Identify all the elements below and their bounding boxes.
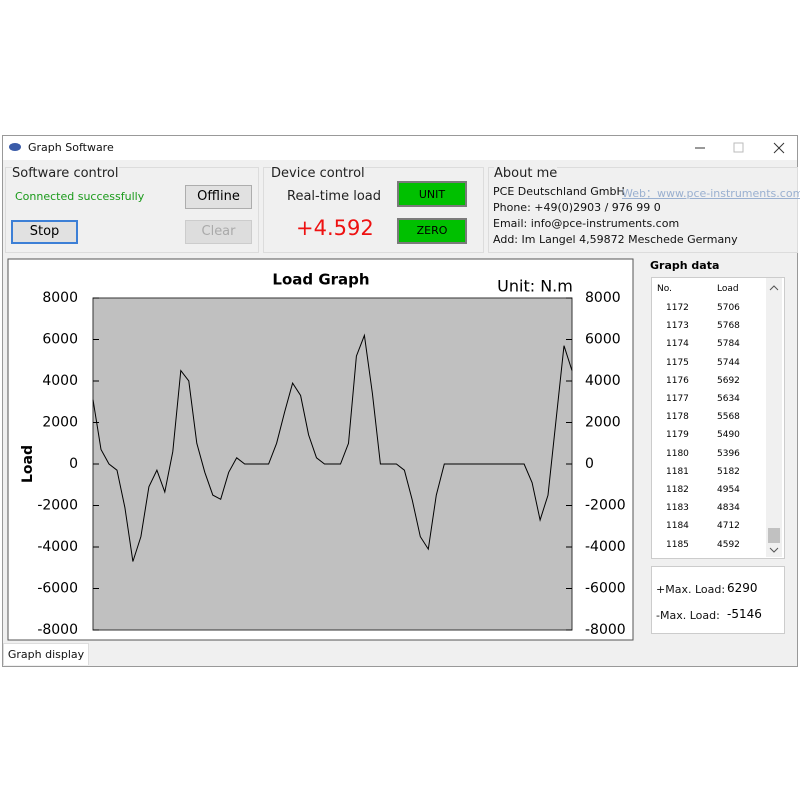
table-cell: 1182 (666, 485, 689, 495)
table-cell: 5744 (717, 357, 740, 368)
data-table[interactable] (651, 277, 785, 559)
line-series (92, 333, 573, 562)
table-cell: 5396 (717, 448, 740, 459)
scroll-thumb[interactable] (768, 528, 780, 543)
max-minus-value: -5146 (727, 607, 762, 621)
y-tick-label: -2000 (37, 498, 78, 514)
table-cell: 1178 (666, 412, 689, 423)
y-tick-label: 0 (69, 456, 78, 472)
table-cell: 4954 (717, 485, 740, 495)
table-cell: 5568 (717, 412, 740, 423)
y-tick-label: -8000 (37, 622, 78, 638)
table-cell: 5634 (717, 394, 740, 404)
unit-button[interactable]: UNIT (397, 181, 467, 207)
column-header: No. (657, 284, 672, 294)
table-cell: 5182 (717, 466, 740, 477)
clear-button[interactable]: Clear (185, 220, 252, 244)
y2-tick-label: -2000 (585, 498, 626, 514)
y-tick-label: -4000 (37, 539, 78, 555)
device-control-group (263, 167, 484, 253)
tab[interactable]: Graph display (3, 643, 89, 665)
window-title: Graph Software (28, 141, 114, 154)
group-title: About me (494, 166, 558, 181)
window-controls[interactable] (690, 140, 790, 156)
scroll-arrows[interactable] (766, 280, 782, 560)
table-cell: 1174 (666, 339, 689, 350)
scrollbar[interactable] (766, 278, 782, 557)
about-group (488, 167, 798, 253)
graph-data-title: Graph data (650, 259, 720, 272)
app-icon (9, 143, 21, 151)
table-cell: 4712 (717, 521, 740, 532)
email: Email: info@pce-instruments.com (493, 217, 680, 230)
max-box (651, 566, 785, 634)
column-header: Load (717, 284, 739, 294)
chart: Load Graph Unit: N.m Load -8000 -8000 -600… (7, 258, 634, 641)
table-cell: 1185 (666, 539, 689, 550)
y2-tick-label: 2000 (585, 415, 621, 431)
phone: Phone: +49(0)2903 / 976 99 0 (493, 201, 661, 214)
y-tick-label: 2000 (42, 415, 78, 431)
zero-button[interactable]: ZERO (397, 218, 467, 244)
table-cell: 5706 (717, 303, 740, 313)
max-plus-value: 6290 (727, 581, 758, 595)
table-cell: 1172 (666, 303, 689, 313)
table-cell: 4592 (717, 539, 740, 550)
max-plus-label: +Max. Load: (656, 583, 726, 596)
realtime-value: +4.592 (296, 216, 374, 240)
table-cell: 1175 (666, 357, 689, 368)
table-cell: 5768 (717, 321, 740, 332)
y-tick-label: -6000 (37, 581, 78, 597)
table-body: No. Load 1172 5706 1173 5768 1174 5784 1175 5744 1… (651, 280, 766, 557)
group-title: Device control (271, 166, 365, 181)
table-cell: 5784 (717, 339, 740, 350)
table-cell: 1176 (666, 375, 689, 386)
y2-tick-label: 0 (585, 456, 594, 472)
y2-tick-label: 6000 (585, 332, 621, 348)
y-tick-label: 4000 (42, 373, 78, 389)
status: Connected successfully (15, 190, 145, 203)
table-cell: 1184 (666, 521, 689, 532)
y2-tick-label: -8000 (585, 622, 626, 638)
y2-tick-label: 4000 (585, 373, 621, 389)
table-cell: 1173 (666, 321, 689, 332)
address: Add: Im Langel 4,59872 Meschede Germany (493, 233, 738, 246)
y2-tick-label: -4000 (585, 539, 626, 555)
title-bar (3, 136, 797, 160)
table-cell: 1180 (666, 448, 689, 459)
offline-button[interactable]: Offline (185, 185, 252, 209)
company: PCE Deutschland GmbH (493, 185, 625, 198)
table-cell: 1183 (666, 503, 689, 514)
y2-tick-label: -6000 (585, 581, 626, 597)
y-tick-label: 8000 (42, 290, 78, 306)
y2-tick-label: 8000 (585, 290, 621, 306)
table-cell: 1179 (666, 430, 689, 441)
web-link[interactable]: Web：www.pce-instruments.com (622, 187, 800, 200)
stop-button[interactable]: Stop (11, 220, 78, 244)
y-tick-label: 6000 (42, 332, 78, 348)
realtime-label: Real-time load (287, 189, 382, 204)
chart-title: Load Graph (272, 271, 369, 289)
software-control-group (5, 167, 259, 253)
table-cell: 1177 (666, 394, 689, 404)
table-cell: 1181 (666, 466, 689, 477)
table-cell: 5490 (717, 430, 740, 441)
table-cell: 5692 (717, 375, 740, 386)
unit-label: Unit: N.m (497, 277, 573, 296)
y-axis-label: Load (20, 445, 36, 483)
group-title: Software control (12, 166, 119, 181)
table-cell: 4834 (717, 503, 740, 514)
max-minus-label: -Max. Load: (656, 609, 720, 622)
